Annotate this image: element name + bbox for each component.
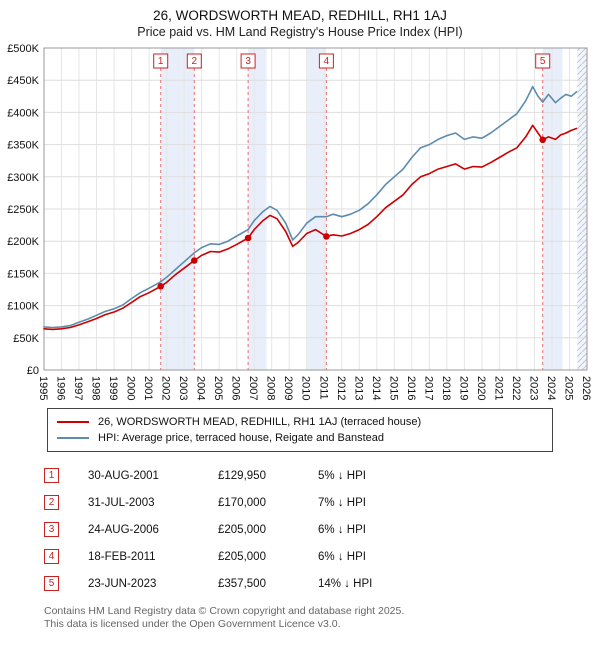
- sale-date: 24-AUG-2006: [88, 523, 159, 536]
- svg-text:2023: 2023: [528, 376, 540, 400]
- price-chart: 1 2 3 4 5 £0 £50K £100K £150K £200K £250K £300K £350…: [7, 43, 592, 400]
- sale-date: 18-FEB-2011: [88, 550, 156, 563]
- svg-text:1: 1: [158, 56, 164, 67]
- sales-table: 1 30-AUG-2001 £129,950 5% ↓ HPI 2 31-JUL…: [44, 462, 600, 597]
- svg-text:1995: 1995: [37, 376, 49, 400]
- svg-text:2015: 2015: [387, 376, 399, 400]
- svg-text:£100K: £100K: [7, 301, 39, 313]
- chart-legend: 26, WORDSWORTH MEAD, REDHILL, RH1 1AJ (t…: [47, 408, 553, 452]
- svg-text:2012: 2012: [335, 376, 347, 400]
- chart-header: 26, WORDSWORTH MEAD, REDHILL, RH1 1AJ Pr…: [0, 0, 600, 40]
- legend-item-property: 26, WORDSWORTH MEAD, REDHILL, RH1 1AJ (t…: [57, 414, 543, 430]
- svg-text:2017: 2017: [422, 376, 434, 400]
- sale-price: £129,950: [218, 469, 266, 482]
- svg-text:2: 2: [192, 56, 198, 67]
- svg-text:£150K: £150K: [7, 268, 39, 280]
- svg-text:2007: 2007: [247, 376, 259, 400]
- svg-text:2003: 2003: [177, 376, 189, 400]
- page: 26, WORDSWORTH MEAD, REDHILL, RH1 1AJ Pr…: [0, 0, 600, 631]
- svg-text:2020: 2020: [475, 376, 487, 400]
- sale-dashed-lines: [160, 68, 544, 370]
- svg-text:2005: 2005: [212, 376, 224, 400]
- svg-text:2026: 2026: [580, 376, 592, 400]
- svg-text:£0: £0: [27, 365, 39, 377]
- license-line-2: This data is licensed under the Open Gov…: [44, 618, 341, 630]
- chart-title: 26, WORDSWORTH MEAD, REDHILL, RH1 1AJ: [153, 8, 447, 23]
- sale-number-badge: 5: [44, 576, 59, 591]
- table-row: 2 31-JUL-2003 £170,000 7% ↓ HPI: [44, 489, 600, 516]
- svg-text:5: 5: [540, 56, 546, 67]
- legend-label-hpi: HPI: Average price, terraced house, Reig…: [98, 432, 384, 444]
- sale-price: £170,000: [218, 496, 266, 509]
- svg-text:2018: 2018: [440, 376, 452, 400]
- table-row: 1 30-AUG-2001 £129,950 5% ↓ HPI: [44, 462, 600, 489]
- gridlines: [43, 47, 588, 371]
- svg-text:£250K: £250K: [7, 204, 39, 216]
- svg-text:£50K: £50K: [13, 333, 39, 345]
- license-footer: Contains HM Land Registry data © Crown c…: [44, 605, 600, 631]
- svg-text:1997: 1997: [72, 376, 84, 400]
- sale-number-badge: 3: [44, 522, 59, 537]
- sale-vs-hpi: 6% ↓ HPI: [318, 523, 366, 536]
- sale-markers: [157, 136, 546, 290]
- svg-text:2009: 2009: [282, 376, 294, 400]
- svg-text:2000: 2000: [125, 376, 137, 400]
- hpi-line-swatch: [57, 437, 89, 439]
- sale-vs-hpi: 14% ↓ HPI: [318, 577, 373, 590]
- sale-vs-hpi: 5% ↓ HPI: [318, 469, 366, 482]
- svg-text:1999: 1999: [107, 376, 119, 400]
- sale-price: £357,500: [218, 577, 266, 590]
- svg-text:2002: 2002: [160, 376, 172, 400]
- svg-text:2025: 2025: [563, 376, 575, 400]
- svg-text:2014: 2014: [370, 376, 382, 400]
- sale-number-badge: 1: [44, 468, 59, 483]
- property-price-line: [43, 124, 578, 331]
- chart-subtitle: Price paid vs. HM Land Registry's House …: [137, 25, 463, 39]
- svg-text:3: 3: [245, 56, 251, 67]
- svg-text:2019: 2019: [457, 376, 469, 400]
- svg-text:2011: 2011: [317, 376, 329, 400]
- table-row: 5 23-JUN-2023 £357,500 14% ↓ HPI: [44, 570, 600, 597]
- svg-text:£400K: £400K: [7, 107, 39, 119]
- property-line-swatch: [57, 421, 89, 423]
- svg-text:2022: 2022: [510, 376, 522, 400]
- table-row: 4 18-FEB-2011 £205,000 6% ↓ HPI: [44, 543, 600, 570]
- sale-price: £205,000: [218, 550, 266, 563]
- svg-text:2010: 2010: [300, 376, 312, 400]
- sale-price: £205,000: [218, 523, 266, 536]
- sale-date: 31-JUL-2003: [88, 496, 155, 509]
- legend-label-property: 26, WORDSWORTH MEAD, REDHILL, RH1 1AJ (t…: [98, 416, 422, 428]
- svg-text:£200K: £200K: [7, 236, 39, 248]
- svg-text:2021: 2021: [492, 376, 504, 400]
- svg-text:2024: 2024: [545, 376, 557, 400]
- svg-text:£350K: £350K: [7, 140, 39, 152]
- sale-date: 30-AUG-2001: [88, 469, 159, 482]
- hpi-line: [43, 85, 578, 329]
- x-axis-labels: 1995 1996 1997 1998 1999 2000 2001 2002 2003 2004…: [37, 376, 592, 400]
- svg-text:2016: 2016: [405, 376, 417, 400]
- svg-text:2013: 2013: [352, 376, 364, 400]
- legend-item-hpi: HPI: Average price, terraced house, Reig…: [57, 430, 543, 446]
- sale-vs-hpi: 7% ↓ HPI: [318, 496, 366, 509]
- svg-text:£450K: £450K: [7, 75, 39, 87]
- svg-text:1998: 1998: [90, 376, 102, 400]
- license-line-1: Contains HM Land Registry data © Crown c…: [44, 605, 405, 617]
- sale-date: 23-JUN-2023: [88, 577, 157, 590]
- table-row: 3 24-AUG-2006 £205,000 6% ↓ HPI: [44, 516, 600, 543]
- svg-text:£500K: £500K: [7, 43, 39, 55]
- sale-number-boxes: 1 2 3 4 5: [153, 53, 551, 69]
- svg-text:4: 4: [324, 56, 330, 67]
- svg-text:2008: 2008: [265, 376, 277, 400]
- svg-text:2006: 2006: [230, 376, 242, 400]
- y-axis-labels: £0 £50K £100K £150K £200K £250K £300K £350K £400…: [7, 43, 39, 377]
- svg-text:£300K: £300K: [7, 172, 39, 184]
- sale-number-badge: 2: [44, 495, 59, 510]
- sale-vs-hpi: 6% ↓ HPI: [318, 550, 366, 563]
- svg-text:2001: 2001: [142, 376, 154, 400]
- series-lines: [43, 85, 578, 331]
- sale-number-badge: 4: [44, 549, 59, 564]
- svg-text:2004: 2004: [195, 376, 207, 400]
- svg-text:1996: 1996: [55, 376, 67, 400]
